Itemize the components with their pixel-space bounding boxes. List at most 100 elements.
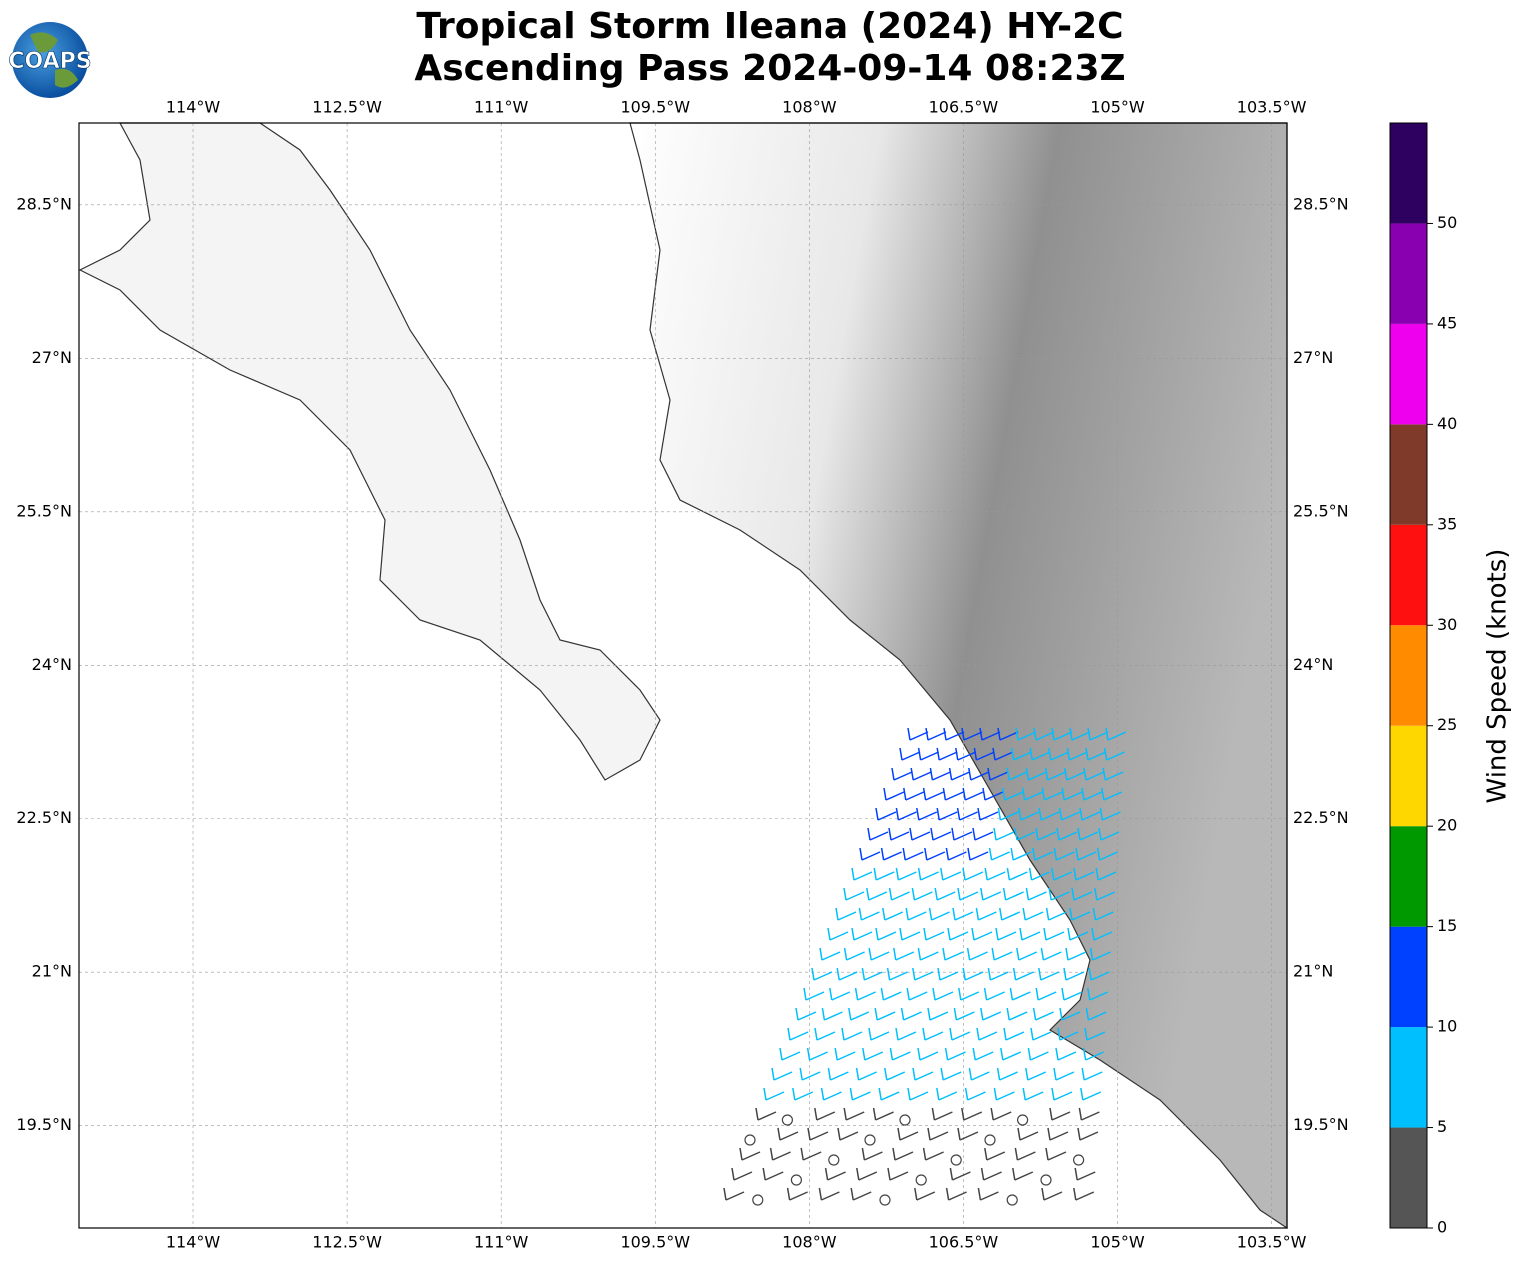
- wind-barb: [1066, 747, 1088, 761]
- colorbar-segment: [1390, 123, 1427, 224]
- lat-tick-label: 22.5°N: [16, 808, 72, 827]
- wind-barb: [851, 867, 873, 881]
- wind-barb: [1058, 807, 1080, 821]
- wind-barb: [988, 847, 1010, 861]
- wind-barb: [1105, 727, 1127, 741]
- wind-barb: [1018, 807, 1040, 821]
- wind-barb: [940, 1067, 962, 1081]
- colorbar-frame: [1389, 122, 1428, 1229]
- wind-barb: [907, 1087, 929, 1101]
- lat-tick-label: 25.5°N: [16, 501, 72, 520]
- wind-barb: [1079, 807, 1101, 821]
- wind-barb: [1006, 1007, 1028, 1021]
- wind-barb: [922, 787, 944, 801]
- title-line: Tropical Storm Ileana (2024) HY-2C: [416, 6, 1123, 47]
- wind-barb: [934, 887, 956, 901]
- wind-barb: [996, 1067, 1018, 1081]
- wind-barb: [1096, 847, 1118, 861]
- wind-barb: [973, 747, 995, 761]
- wind-barb: [940, 867, 962, 881]
- wind-barb: [953, 1007, 975, 1021]
- wind-barb: [955, 747, 977, 761]
- calm-marker: [1006, 1194, 1018, 1206]
- wind-barb: [991, 947, 1013, 961]
- wind-barb: [964, 1087, 986, 1101]
- lat-tick-label: 27°N: [32, 348, 72, 367]
- wind-barb: [1045, 907, 1067, 921]
- wind-barb: [997, 807, 1019, 821]
- wind-barb: [911, 887, 933, 901]
- calm-marker: [1040, 1174, 1052, 1186]
- wind-barb: [927, 1007, 949, 1021]
- wind-barb: [1069, 907, 1091, 921]
- wind-barb: [1082, 1047, 1104, 1061]
- wind-barb: [971, 927, 993, 941]
- wind-barb: [1033, 727, 1055, 741]
- wind-barb: [993, 1087, 1015, 1101]
- wind-barb: [1022, 907, 1044, 921]
- colorbar-tick-label: 30: [1437, 615, 1457, 634]
- calm-marker: [864, 1134, 876, 1146]
- wind-barb: [856, 1167, 878, 1181]
- wind-barb: [912, 967, 934, 981]
- wind-barb: [917, 1047, 939, 1061]
- wind-barb: [777, 1127, 799, 1141]
- lon-tick-label: 111°W: [474, 98, 529, 117]
- wind-barb: [1010, 847, 1032, 861]
- wind-barb: [883, 787, 905, 801]
- colorbar-segment: [1390, 223, 1427, 324]
- wind-barb: [972, 1047, 994, 1061]
- wind-barb: [980, 887, 1002, 901]
- wind-barb: [895, 867, 917, 881]
- wind-barb: [850, 1187, 872, 1201]
- wind-barb: [948, 767, 970, 781]
- lat-tick-label: 19.5°N: [16, 1115, 72, 1134]
- wind-barb: [1049, 1107, 1071, 1121]
- wind-barb: [1102, 767, 1124, 781]
- wind-barb: [731, 1167, 753, 1181]
- wind-barb: [1021, 787, 1043, 801]
- wind-barb: [1087, 987, 1109, 1001]
- lon-tick-label: 112.5°W: [312, 1233, 382, 1252]
- wind-barb: [895, 1027, 917, 1041]
- lat-tick-label: 28.5°N: [1293, 194, 1349, 213]
- wind-barb: [990, 1107, 1012, 1121]
- wind-barb: [1030, 1027, 1052, 1041]
- wind-barb: [984, 1147, 1006, 1161]
- colorbar-tick-label: 20: [1437, 816, 1457, 835]
- wind-barb: [936, 807, 958, 821]
- lon-tick-label: 105°W: [1090, 98, 1145, 117]
- wind-barb: [1085, 1007, 1107, 1021]
- wind-barb: [835, 907, 857, 921]
- lat-tick-label: 24°N: [1293, 655, 1333, 674]
- calm-marker: [915, 1174, 927, 1186]
- wind-barb: [824, 1167, 846, 1181]
- wind-barb: [947, 927, 969, 941]
- colorbar-segment: [1390, 826, 1427, 927]
- wind-barb: [888, 887, 910, 901]
- wind-barb: [814, 1107, 836, 1121]
- lon-tick-label: 106.5°W: [929, 98, 999, 117]
- wind-barb: [779, 1047, 801, 1061]
- wind-barb: [861, 1147, 883, 1161]
- wind-barb: [1051, 727, 1073, 741]
- wind-barb: [872, 1107, 894, 1121]
- mainland: [629, 122, 1288, 1230]
- wind-barb: [843, 1107, 865, 1121]
- map-area: [78, 122, 1288, 1230]
- wind-barb: [1012, 967, 1034, 981]
- wind-barb: [983, 987, 1005, 1001]
- wind-barb: [1061, 787, 1083, 801]
- wind-barb: [895, 807, 917, 821]
- calm-marker: [828, 1154, 840, 1166]
- calm-marker: [752, 1194, 764, 1206]
- wind-barb: [1002, 787, 1024, 801]
- colorbar-segment: [1390, 424, 1427, 525]
- wind-barb: [769, 1147, 791, 1161]
- wind-barb: [1098, 827, 1120, 841]
- wind-barb: [987, 967, 1009, 981]
- wind-barb: [922, 1027, 944, 1041]
- wind-barb: [932, 987, 954, 1001]
- wind-barb: [1027, 1047, 1049, 1061]
- baja-peninsula: [78, 122, 661, 781]
